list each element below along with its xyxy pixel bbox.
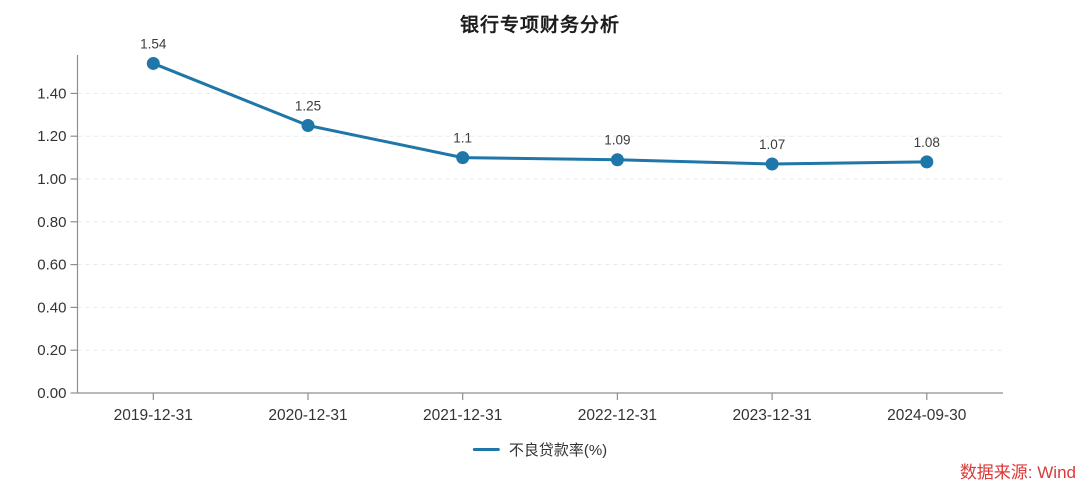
legend-label: 不良贷款率(%) bbox=[508, 442, 608, 459]
y-tick-label: 0.20 bbox=[37, 342, 66, 359]
legend-line-swatch bbox=[472, 448, 500, 451]
x-tick-label: 2022-12-31 bbox=[578, 407, 657, 424]
data-point[interactable] bbox=[765, 157, 779, 171]
legend-item-npl-ratio[interactable]: 不良贷款率(%) bbox=[472, 439, 608, 460]
y-tick-label: 0.60 bbox=[37, 257, 66, 274]
x-tick-label: 2023-12-31 bbox=[732, 407, 811, 424]
y-tick-label: 1.00 bbox=[37, 171, 66, 188]
data-point[interactable] bbox=[301, 119, 315, 132]
data-point-label: 1.1 bbox=[453, 131, 472, 146]
x-tick-label: 2021-12-31 bbox=[423, 407, 502, 424]
y-tick-label: 0.40 bbox=[37, 299, 66, 316]
y-tick-label: 1.40 bbox=[37, 85, 66, 102]
data-point-label: 1.07 bbox=[759, 137, 785, 152]
x-tick-label: 2020-12-31 bbox=[268, 407, 347, 424]
y-tick-label: 1.20 bbox=[37, 128, 66, 145]
data-point[interactable] bbox=[920, 155, 934, 169]
y-tick-label: 0.00 bbox=[37, 385, 66, 402]
x-tick-label: 2024-09-30 bbox=[887, 407, 967, 424]
data-point-label: 1.08 bbox=[914, 135, 940, 150]
series-line-npl-ratio bbox=[151, 61, 929, 166]
data-point[interactable] bbox=[456, 151, 470, 165]
data-source-note: 数据来源: Wind bbox=[959, 463, 1076, 482]
data-point[interactable] bbox=[146, 56, 160, 70]
data-point-label: 1.09 bbox=[604, 133, 630, 148]
data-point[interactable] bbox=[610, 153, 624, 167]
data-point-label: 1.54 bbox=[140, 36, 167, 51]
y-tick-label: 0.80 bbox=[37, 214, 66, 231]
x-tick-label: 2019-12-31 bbox=[114, 407, 193, 424]
data-point-label: 1.25 bbox=[295, 99, 321, 114]
chart-title: 银行专项财务分析 bbox=[459, 15, 620, 36]
